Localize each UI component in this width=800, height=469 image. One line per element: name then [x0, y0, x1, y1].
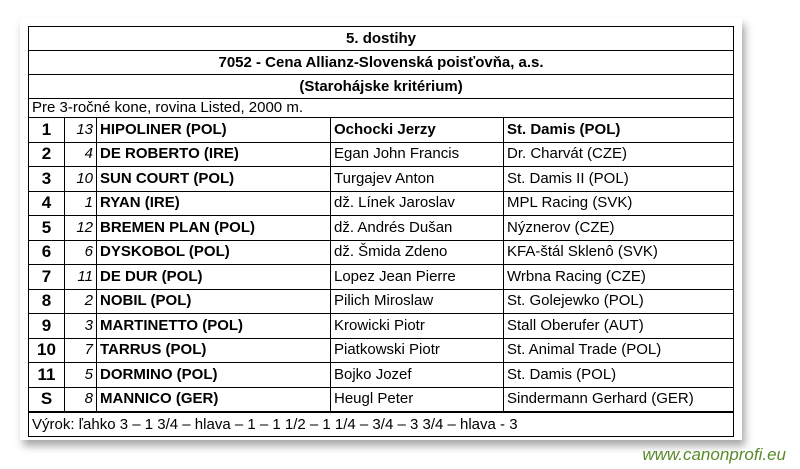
cell-num: 3 [64, 313, 97, 339]
cell-horse: DE DUR (POL) [96, 264, 331, 290]
cell-pos: 3 [28, 166, 65, 192]
cell-horse: TARRUS (POL) [96, 337, 331, 363]
cell-jockey: Turgajev Anton [330, 166, 504, 192]
cell-horse: NOBIL (POL) [96, 288, 331, 314]
table-row: 3 10 SUN COURT (POL) Turgajev Anton St. Dami… [28, 166, 735, 192]
table-row: 9 3 MARTINETTO (POL) Krowicki Piotr Stall Ob… [28, 313, 735, 339]
cell-num: 5 [64, 362, 97, 388]
cell-num: 10 [64, 166, 97, 192]
cell-jockey: Ochocki Jerzy [330, 117, 504, 143]
cell-jockey: Piatkowski Piotr [330, 337, 504, 363]
table-row: 7 11 DE DUR (POL) Lopez Jean Pierre Wrbna Ra… [28, 264, 735, 290]
cell-num: 11 [64, 264, 97, 290]
table-row: 8 2 NOBIL (POL) Pilich Miroslaw St. Golejewk… [28, 288, 735, 314]
table-row: 2 4 DE ROBERTO (IRE) Egan John Francis Dr. C… [28, 141, 735, 167]
table-row: 1 13 HIPOLINER (POL) Ochocki Jerzy St. Damis… [28, 117, 735, 143]
cell-trainer: KFA-štál Sklenô (SVK) [502, 239, 735, 265]
watermark: www.canonprofi.eu [642, 445, 786, 464]
cell-pos: 11 [28, 362, 65, 388]
cell-pos: 10 [28, 337, 65, 363]
cell-pos: 9 [28, 313, 65, 339]
cell-trainer: St. Animal Trade (POL) [502, 337, 735, 363]
table-row: 10 7 TARRUS (POL) Piatkowski Piotr St. Anima… [28, 337, 735, 363]
cell-horse: MANNICO (GER) [96, 386, 331, 413]
table-row: 4 1 RYAN (IRE) dž. Línek Jaroslav MPL Racing… [28, 190, 735, 216]
cell-jockey: dž. Šmida Zdeno [330, 239, 504, 265]
cell-num: 13 [64, 117, 97, 143]
race-subtitle: (Starohájske kritérium) [27, 74, 735, 99]
cell-pos: 4 [28, 190, 65, 216]
cell-pos: 7 [28, 264, 65, 290]
cell-horse: BREMEN PLAN (POL) [96, 215, 331, 241]
cell-trainer: St. Damis (POL) [502, 117, 735, 143]
table-row: 11 5 DORMINO (POL) Bojko Jozef St. Damis (PO… [28, 362, 735, 388]
table-row: 5 12 BREMEN PLAN (POL) dž. Andrés Dušan Nýzn… [28, 215, 735, 241]
cell-jockey: Heugl Peter [330, 386, 504, 413]
cell-trainer: MPL Racing (SVK) [502, 190, 735, 216]
cell-jockey: dž. Andrés Dušan [330, 215, 504, 241]
cell-jockey: Pilich Miroslaw [330, 288, 504, 314]
cell-horse: HIPOLINER (POL) [96, 117, 331, 143]
cell-num: 2 [64, 288, 97, 314]
race-name: 7052 - Cena Allianz-Slovenská poisťovňa,… [27, 50, 735, 75]
cell-horse: DYSKOBOL (POL) [96, 239, 331, 265]
cell-trainer: St. Damis II (POL) [502, 166, 735, 192]
table-row: 6 6 DYSKOBOL (POL) dž. Šmida Zdeno KFA-štál … [28, 239, 735, 265]
cell-num: 7 [64, 337, 97, 363]
race-results-table: 5. dostihy 7052 - Cena Allianz-Slovenská… [27, 26, 735, 437]
cell-num: 12 [64, 215, 97, 241]
cell-horse: RYAN (IRE) [96, 190, 331, 216]
cell-trainer: Sindermann Gerhard (GER) [502, 386, 735, 413]
cell-jockey: Egan John Francis [330, 141, 504, 167]
cell-horse: SUN COURT (POL) [96, 166, 331, 192]
cell-jockey: Lopez Jean Pierre [330, 264, 504, 290]
table-row: S 8 MANNICO (GER) Heugl Peter Sindermann Ger… [28, 386, 735, 413]
cell-pos: 1 [28, 117, 65, 143]
cell-pos: S [28, 386, 65, 413]
cell-jockey: Krowicki Piotr [330, 313, 504, 339]
cell-horse: MARTINETTO (POL) [96, 313, 331, 339]
cell-pos: 2 [28, 141, 65, 167]
cell-pos: 6 [28, 239, 65, 265]
cell-trainer: Stall Oberufer (AUT) [502, 313, 735, 339]
cell-trainer: St. Golejewko (POL) [502, 288, 735, 314]
race-heading: 5. dostihy [27, 26, 735, 51]
cell-jockey: dž. Línek Jaroslav [330, 190, 504, 216]
cell-pos: 8 [28, 288, 65, 314]
cell-trainer: Wrbna Racing (CZE) [502, 264, 735, 290]
cell-num: 6 [64, 239, 97, 265]
race-conditions: Pre 3-ročné kone, rovina Listed, 2000 m. [27, 98, 735, 118]
cell-pos: 5 [28, 215, 65, 241]
cell-jockey: Bojko Jozef [330, 362, 504, 388]
cell-num: 8 [64, 386, 97, 413]
race-verdict: Výrok: ľahko 3 – 1 3/4 – hlava – 1 – 1 1… [27, 411, 735, 437]
cell-trainer: Nýznerov (CZE) [502, 215, 735, 241]
cell-num: 1 [64, 190, 97, 216]
cell-trainer: Dr. Charvát (CZE) [502, 141, 735, 167]
cell-horse: DORMINO (POL) [96, 362, 331, 388]
cell-trainer: St. Damis (POL) [502, 362, 735, 388]
cell-horse: DE ROBERTO (IRE) [96, 141, 331, 167]
cell-num: 4 [64, 141, 97, 167]
